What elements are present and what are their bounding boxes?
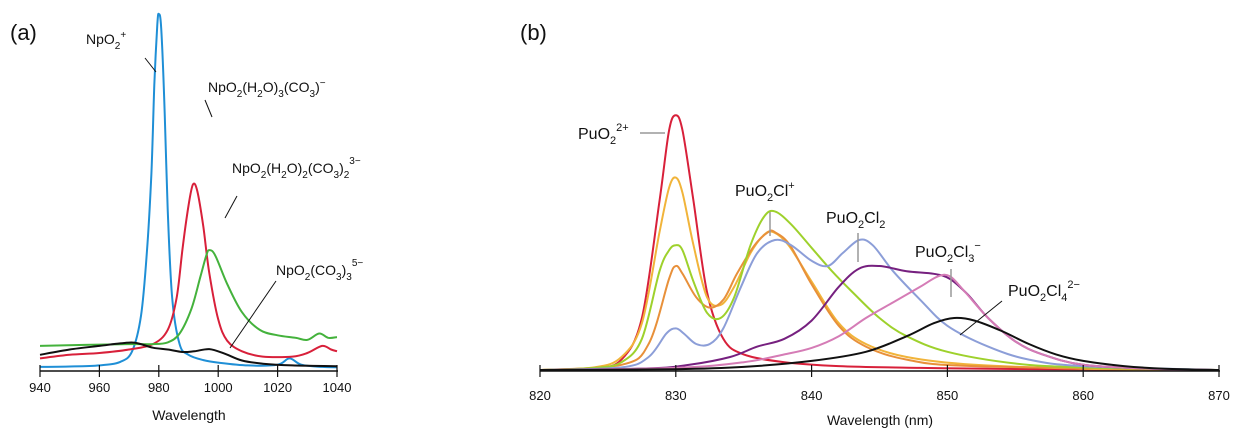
ann-sup: 2+ — [616, 122, 629, 134]
ann-sub: 2 — [947, 253, 953, 265]
annotation-puo2cl-plus: PuO2Cl+ — [735, 180, 795, 204]
panel-a-series-line-1 — [39, 182, 338, 360]
ann-sub: 2 — [879, 219, 885, 231]
leader-npo2-plus — [144, 57, 157, 73]
ann-sub: 2 — [237, 89, 243, 100]
panel-a-label: (a) — [10, 20, 37, 45]
ann-text: Cl — [773, 183, 788, 200]
leader-npo2-co33 — [229, 280, 277, 349]
ann-text: O) — [263, 79, 279, 95]
panel-a-x-ticks: 940 960 980 1000 1020 1040 — [29, 365, 351, 395]
panel-a-x-tick-label: 1040 — [323, 380, 352, 395]
annotation-puo2cl4-2minus: PuO2Cl42− — [1008, 279, 1080, 304]
ann-text: NpO — [276, 262, 305, 278]
ann-text: (CO — [308, 160, 334, 176]
panel-b-series-line-7 — [539, 316, 1220, 371]
ann-sub: 2 — [610, 135, 616, 147]
ann-sub: 3 — [310, 89, 316, 100]
panel-b-series-line-0 — [539, 114, 1220, 371]
ann-sub: 2 — [1040, 292, 1046, 304]
panel-b-x-tick-label: 870 — [1208, 388, 1230, 403]
panel-a-series-line-3 — [39, 341, 338, 368]
leader-npo2-h2o3-co3 — [204, 99, 213, 118]
ann-sub: 2 — [344, 170, 350, 181]
panel-a-x-tick-label: 940 — [29, 380, 51, 395]
panel-b-x-tick-label: 820 — [529, 388, 551, 403]
ann-sub: 2 — [302, 170, 308, 181]
panel-a-x-tick-label: 980 — [148, 380, 170, 395]
ann-text: (H — [242, 79, 257, 95]
ann-sup: + — [788, 180, 794, 192]
panel-a-x-tick-label: 1000 — [204, 380, 233, 395]
annotation-npo2-h2o3-co3: NpO2(H2O)3(CO3)− — [208, 78, 326, 100]
ann-sup: 3− — [349, 156, 361, 167]
panel-b-series-line-6 — [539, 273, 1220, 371]
ann-sub: 3 — [968, 253, 974, 265]
ann-sub: 2 — [305, 272, 311, 283]
annotation-puo2-2plus: PuO22+ — [578, 122, 629, 147]
leader-puo2cl4-2minus — [959, 300, 1003, 336]
ann-sub: 4 — [1061, 292, 1067, 304]
panel-b-series — [539, 114, 1220, 371]
panel-b-series-line-3 — [539, 209, 1220, 371]
panel-b-x-tick-label: 850 — [937, 388, 959, 403]
ann-sub: 3 — [278, 89, 284, 100]
ann-text: Cl — [953, 244, 968, 261]
ann-text: Cl — [1046, 283, 1061, 300]
ann-sub: 2 — [115, 41, 121, 52]
panel-b-x-axis-label: Wavelength (nm) — [827, 412, 933, 428]
leader-npo2-h2o2-co32 — [224, 195, 238, 219]
panel-b-x-ticks: 820 830 840 850 860 870 — [529, 365, 1230, 403]
annotation-puo2cl3-minus: PuO2Cl3− — [915, 240, 981, 265]
annotation-npo2-plus: NpO2+ — [86, 30, 126, 52]
ann-sub: 3 — [346, 272, 352, 283]
annotation-npo2-h2o2-co32: NpO2(H2O)2(CO3)23− — [232, 156, 361, 181]
panel-b-series-line-2 — [539, 229, 1220, 371]
panel-a-x-tick-label: 1020 — [263, 380, 292, 395]
panel-b-x-tick-label: 840 — [801, 388, 823, 403]
panel-b-series-line-4 — [539, 238, 1220, 371]
panel-b: (b) 820 830 840 850 860 870 Wavelength (nm) P… — [520, 20, 1230, 428]
panel-a: (a) 940 960 980 1000 1020 1040 Wavelength NpO… — [10, 12, 363, 423]
ann-text: (CO — [284, 79, 310, 95]
panel-a-series — [39, 12, 338, 369]
ann-sup: 5− — [352, 258, 364, 269]
ann-text: PuO — [826, 210, 858, 227]
annotation-npo2-co33: NpO2(CO3)35− — [276, 258, 363, 283]
annotation-puo2cl2: PuO2Cl2 — [826, 210, 885, 231]
panel-b-series-line-1 — [539, 176, 1220, 371]
ann-text: Cl — [864, 210, 879, 227]
ann-text: PuO — [1008, 283, 1040, 300]
ann-text: (H — [266, 160, 281, 176]
ann-sub: 2 — [257, 89, 263, 100]
ann-text: (CO — [310, 262, 336, 278]
ann-sup: − — [974, 240, 980, 252]
panel-b-x-tick-label: 830 — [665, 388, 687, 403]
ann-text: O) — [287, 160, 303, 176]
panel-a-x-tick-label: 960 — [89, 380, 111, 395]
ann-text: ) — [315, 79, 320, 95]
ann-sub: 3 — [334, 170, 340, 181]
ann-text: NpO — [86, 31, 115, 47]
ann-text: ) — [339, 160, 344, 176]
ann-sup: + — [120, 30, 126, 41]
ann-sub: 3 — [336, 272, 342, 283]
ann-sub: 2 — [281, 170, 287, 181]
ann-text: PuO — [578, 126, 610, 143]
ann-sub: 2 — [767, 192, 773, 204]
ann-text: PuO — [915, 244, 947, 261]
ann-sub: 2 — [261, 170, 267, 181]
ann-sup: − — [320, 78, 326, 89]
panel-a-series-line-2 — [39, 249, 338, 347]
ann-text: NpO — [208, 79, 237, 95]
ann-sub: 2 — [858, 219, 864, 231]
panel-b-x-tick-label: 860 — [1072, 388, 1094, 403]
ann-sup: 2− — [1067, 279, 1080, 291]
panel-a-x-axis-label: Wavelength — [152, 407, 225, 423]
ann-text: ) — [342, 262, 347, 278]
panel-b-label: (b) — [520, 20, 547, 45]
ann-text: PuO — [735, 183, 767, 200]
ann-text: NpO — [232, 160, 261, 176]
